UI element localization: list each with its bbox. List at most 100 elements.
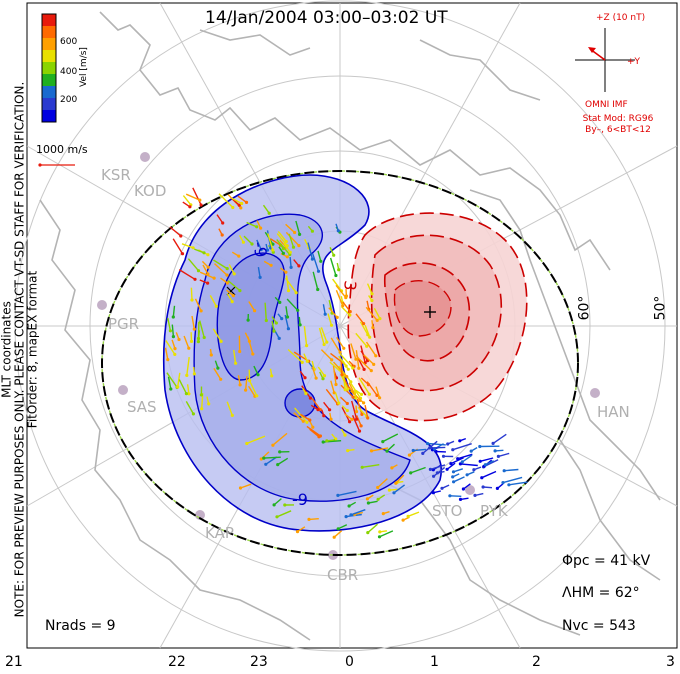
vector-origin <box>241 240 245 244</box>
vector-origin <box>374 354 378 358</box>
vector-origin <box>321 377 325 381</box>
vector-origin <box>193 277 197 281</box>
vector-origin <box>314 376 318 380</box>
vector-origin <box>329 417 333 421</box>
velocity-vector <box>365 306 378 321</box>
vector-origin <box>371 326 375 330</box>
velocity-vector <box>237 195 247 203</box>
mlt-tick-21: 21 <box>5 654 23 670</box>
velocity-vector <box>365 341 377 357</box>
colorbar-tick-200: 200 <box>60 95 78 105</box>
stat-model-line-1: Stat Mod: RG96 <box>582 114 654 124</box>
vector-origin <box>421 451 425 455</box>
vector-origin <box>285 255 289 259</box>
vector-origin <box>343 433 347 437</box>
velocity-vector <box>355 350 360 369</box>
vector-origin <box>493 449 497 453</box>
vector-origin <box>234 361 238 365</box>
station-pyk: PYK <box>480 502 508 520</box>
velocity-vector <box>172 305 176 318</box>
velocity-vector <box>165 340 176 355</box>
vector-origin <box>381 440 385 444</box>
vector-origin <box>378 317 382 321</box>
vector-origin <box>278 450 282 454</box>
vector-origin <box>232 272 236 276</box>
velocity-vector <box>231 197 243 205</box>
velocity-vector <box>248 301 256 312</box>
velocity-vector <box>362 464 380 468</box>
vector-origin <box>345 401 349 406</box>
vector-origin <box>296 308 300 312</box>
velocity-vector <box>339 353 354 369</box>
station-cbr: CBR <box>327 566 359 584</box>
vector-origin <box>369 369 373 373</box>
vector-origin <box>318 408 322 412</box>
vector-origin <box>192 372 196 376</box>
vector-origin <box>305 420 309 424</box>
velocity-vector <box>356 398 363 415</box>
vector-origin <box>434 449 438 454</box>
velocity-vector <box>327 313 333 326</box>
velocity-vector <box>190 287 193 301</box>
station-ksr: KSR <box>101 166 131 184</box>
map-title: 14/Jan/2004 03:00–03:02 UT <box>205 8 448 28</box>
vector-origin <box>246 318 250 322</box>
vector-origin <box>187 392 191 396</box>
vector-origin <box>271 242 275 246</box>
velocity-vector <box>330 352 343 363</box>
velocity-vector <box>169 226 182 237</box>
vector-origin <box>460 460 464 464</box>
vector-origin <box>407 453 411 457</box>
vector-origin <box>372 362 376 366</box>
velocity-vector <box>351 415 361 432</box>
vector-origin <box>240 201 244 206</box>
vector-origin <box>184 392 188 396</box>
velocity-vector <box>379 530 394 538</box>
velocity-vector <box>309 428 320 438</box>
colorbar-segment <box>42 14 56 26</box>
velocity-vector <box>277 230 287 243</box>
vector-origin <box>354 410 359 414</box>
vector-count: Nvc = 543 <box>562 618 636 634</box>
vector-origin <box>238 383 242 387</box>
vector-origin <box>496 454 500 458</box>
fit-order-note: FitOrder: 8, mapEX format <box>25 270 40 429</box>
vector-origin <box>346 387 350 391</box>
vector-origin <box>274 321 278 325</box>
vector-origin <box>337 401 341 405</box>
vector-origin <box>259 247 263 252</box>
vector-origin <box>481 485 485 489</box>
vector-origin <box>349 380 353 384</box>
velocity-vector <box>377 478 388 489</box>
vector-origin <box>428 467 432 471</box>
mlt-tick-0: 0 <box>345 654 354 670</box>
velocity-vector <box>277 457 289 466</box>
velocity-vector <box>178 379 188 394</box>
velocity-vector <box>172 238 184 255</box>
vector-origin <box>478 459 482 463</box>
vector-origin <box>202 335 206 340</box>
velocity-vector <box>413 448 427 452</box>
colorbar-segment <box>42 38 56 50</box>
vector-origin <box>345 375 349 379</box>
velocity-vector <box>263 456 281 459</box>
velocity-vector <box>213 368 222 380</box>
vector-origin <box>480 476 484 480</box>
velocity-vector <box>177 372 181 388</box>
vector-origin <box>250 242 254 246</box>
velocity-vector <box>492 433 507 444</box>
velocity-vector <box>375 386 381 399</box>
velocity-vector <box>350 509 366 516</box>
vector-origin <box>375 318 379 322</box>
vector-origin <box>225 281 229 285</box>
velocity-vector <box>312 271 319 290</box>
vector-origin <box>461 487 465 491</box>
vector-origin <box>377 535 382 539</box>
vector-origin <box>188 205 192 209</box>
vector-origin <box>366 531 370 535</box>
vector-origin <box>256 373 260 377</box>
vector-origin <box>253 309 257 313</box>
vector-origin <box>376 485 380 490</box>
velocity-vector <box>340 363 343 375</box>
